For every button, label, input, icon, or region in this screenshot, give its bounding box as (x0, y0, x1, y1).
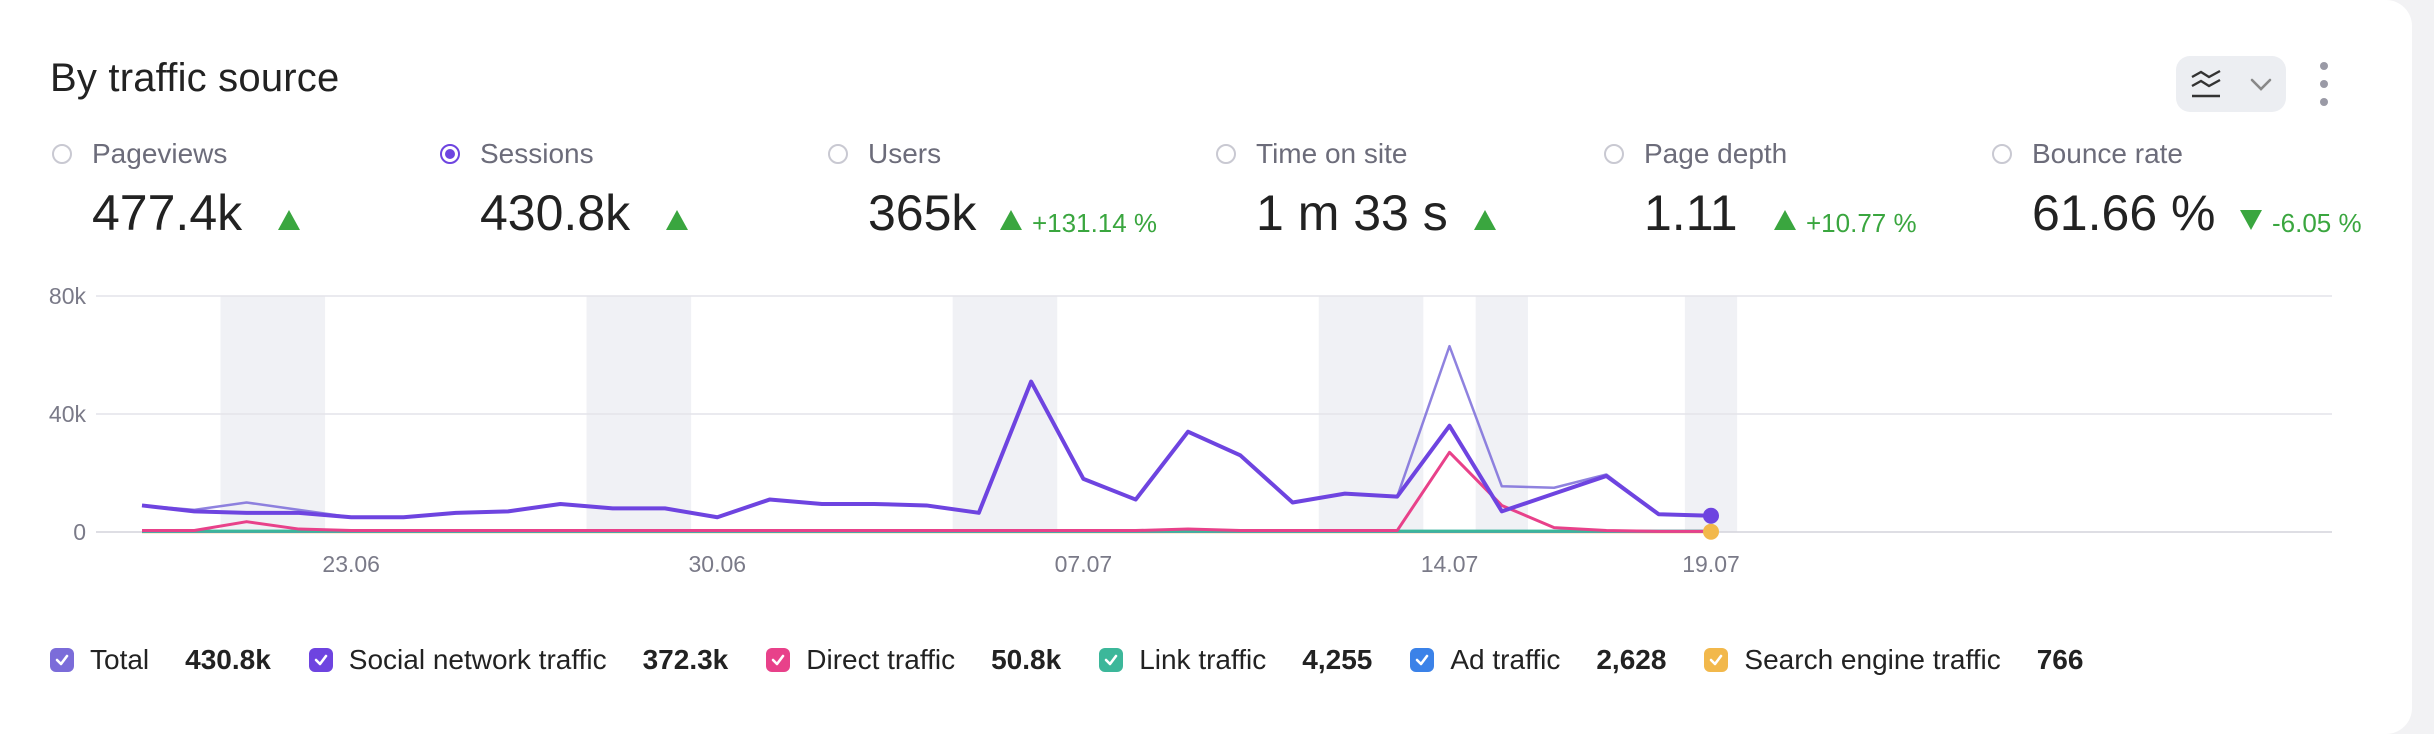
chart-legend: Total 430.8k Social network traffic 372.3k D… (50, 640, 2121, 680)
legend-checkbox[interactable] (308, 648, 333, 672)
legend-checkbox[interactable] (1704, 648, 1729, 672)
metric-label: Bounce rate (2032, 138, 2183, 169)
series-line-direct-traffic (142, 450, 1711, 533)
chevron-down-icon (2248, 71, 2274, 97)
metric-radio[interactable] (828, 144, 848, 164)
metric-value: 1 m 33 s (1256, 185, 1448, 241)
more-options-icon[interactable] (2312, 62, 2336, 106)
metric-label: Pageviews (92, 138, 228, 169)
metric-bounce-rate[interactable]: Bounce rate 61.66 % -6.05 % (1992, 138, 2362, 248)
metric-users[interactable]: Users 365k +131.14 % (828, 138, 1198, 248)
metric-value: 477.4k (92, 185, 243, 241)
y-tick-label: 80k (49, 283, 87, 309)
legend-label: Link traffic (1139, 644, 1267, 675)
metric-value: 61.66 % (2032, 185, 2216, 241)
metric-sessions[interactable]: Sessions 430.8k (440, 138, 810, 248)
legend-item-search-engine-traffic[interactable]: Search engine traffic 766 (1704, 644, 2083, 676)
end-point-search-engine-traffic (1703, 523, 1719, 540)
chart-type-icon (2189, 67, 2223, 101)
legend-label: Ad traffic (1450, 644, 1561, 675)
y-tick-label: 40k (49, 401, 87, 427)
metric-value: 430.8k (480, 185, 631, 241)
metric-radio[interactable] (1992, 144, 2012, 164)
legend-item-social-network-traffic[interactable]: Social network traffic 372.3k (308, 644, 729, 676)
metric-pageviews[interactable]: Pageviews 477.4k (52, 138, 422, 248)
legend-value: 2,628 (1596, 644, 1667, 675)
legend-label: Social network traffic (348, 644, 607, 675)
metric-page-depth[interactable]: Page depth 1.11 +10.77 % (1604, 138, 1974, 248)
legend-value: 4,255 (1302, 644, 1373, 675)
legend-checkbox[interactable] (1410, 648, 1435, 672)
legend-checkbox[interactable] (1099, 648, 1124, 672)
metric-label: Time on site (1256, 138, 1408, 169)
legend-item-link-traffic[interactable]: Link traffic 4,255 (1099, 644, 1372, 676)
metric-radio[interactable] (52, 144, 72, 164)
legend-value: 766 (2036, 644, 2084, 675)
trend-down-icon (2240, 210, 2262, 230)
x-tick-label: 30.06 (689, 551, 747, 577)
trend-up-icon (1774, 210, 1796, 230)
trend-up-icon (1000, 210, 1022, 230)
legend-checkbox[interactable] (766, 648, 791, 672)
metric-value: 365k (868, 185, 977, 241)
x-tick-label: 07.07 (1055, 551, 1113, 577)
legend-item-total[interactable]: Total 430.8k (50, 644, 271, 676)
end-point-social-network-traffic (1703, 507, 1719, 524)
legend-item-ad-traffic[interactable]: Ad traffic 2,628 (1410, 644, 1666, 676)
legend-value: 372.3k (642, 644, 729, 675)
metric-delta: +131.14 % (1032, 208, 1158, 238)
traffic-line-chart: 0 40k 80k 23.06 30.06 07.07 14.07 19.07 (49, 283, 2332, 577)
x-tick-label: 19.07 (1682, 551, 1740, 577)
legend-label: Direct traffic (806, 644, 956, 675)
widget-title: By traffic source (50, 56, 340, 100)
metric-value: 1.11 (1644, 185, 1738, 241)
metric-radio[interactable] (440, 144, 460, 164)
y-tick-label: 0 (73, 519, 86, 545)
trend-up-icon (1474, 210, 1496, 230)
legend-item-direct-traffic[interactable]: Direct traffic 50.8k (766, 644, 1061, 676)
legend-value: 430.8k (185, 644, 271, 675)
x-tick-label: 23.06 (322, 551, 380, 577)
metric-label: Users (868, 138, 942, 169)
trend-up-icon (278, 210, 300, 230)
metric-delta: -6.05 % (2272, 208, 2362, 238)
legend-checkbox[interactable] (50, 648, 74, 672)
legend-label: Total (90, 644, 150, 675)
metric-delta: +10.77 % (1806, 208, 1917, 238)
chart-view-switch[interactable] (2176, 56, 2286, 112)
legend-label: Search engine traffic (1744, 644, 2001, 675)
metric-label: Page depth (1644, 138, 1788, 169)
series-line-social-network-traffic (141, 379, 1712, 520)
metric-time-on-site[interactable]: Time on site 1 m 33 s (1216, 138, 1586, 248)
legend-value: 50.8k (991, 644, 1062, 675)
metric-radio[interactable] (1216, 144, 1236, 164)
x-tick-label: 14.07 (1421, 551, 1479, 577)
metric-radio[interactable] (1604, 144, 1624, 164)
metric-label: Sessions (480, 138, 594, 169)
trend-up-icon (666, 210, 688, 230)
